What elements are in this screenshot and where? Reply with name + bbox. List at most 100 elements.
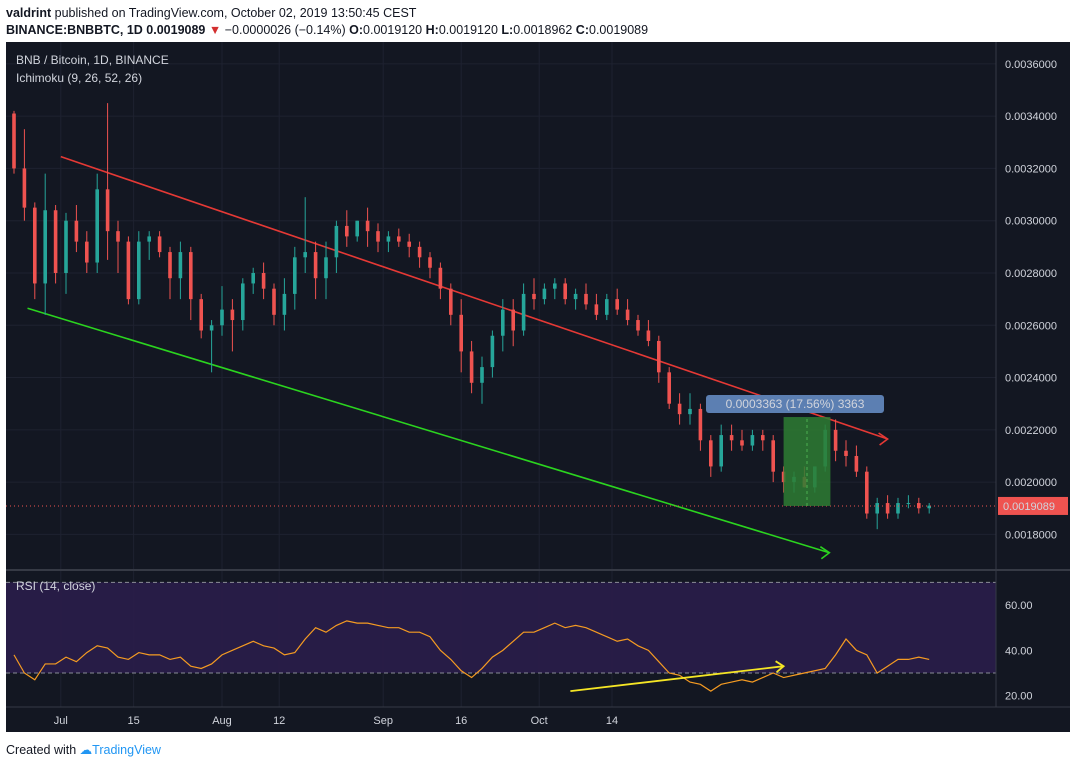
candle bbox=[480, 356, 484, 404]
candle bbox=[677, 393, 682, 425]
rsi-tick-label: 20.00 bbox=[1005, 691, 1033, 703]
candle bbox=[178, 241, 183, 300]
candle bbox=[261, 262, 266, 300]
candle bbox=[282, 278, 287, 331]
candle bbox=[657, 335, 661, 383]
candle bbox=[511, 299, 515, 347]
author-name[interactable]: valdrint bbox=[6, 6, 52, 20]
candle bbox=[313, 241, 318, 300]
candle bbox=[324, 241, 328, 300]
candle bbox=[272, 283, 276, 326]
chart-area[interactable]: 0.0003363 (17.56%) 3363 0.0036000 0.00340… bbox=[6, 42, 1070, 732]
candle bbox=[355, 220, 359, 242]
candle bbox=[771, 435, 775, 483]
open-value: 0.0019120 bbox=[363, 23, 423, 37]
rsi-pane bbox=[13, 620, 930, 693]
support-trendline[interactable] bbox=[27, 307, 830, 554]
candle bbox=[85, 231, 89, 273]
published-text: published on TradingView.com, October 02… bbox=[54, 6, 417, 20]
candle bbox=[365, 207, 370, 247]
price-tick-label: 0.0018000 bbox=[1005, 529, 1057, 541]
measure-label-box bbox=[706, 395, 884, 414]
candle bbox=[740, 429, 744, 451]
candle bbox=[719, 424, 723, 472]
candle bbox=[833, 419, 838, 462]
price-axis[interactable]: 0.0036000 0.0034000 0.0032000 0.0030000 0.00… bbox=[1005, 59, 1057, 542]
publish-line: valdrint published on TradingView.com, O… bbox=[6, 6, 416, 20]
candle bbox=[303, 197, 307, 273]
candle bbox=[376, 223, 380, 253]
candle bbox=[553, 278, 557, 300]
price-tick-label: 0.0024000 bbox=[1005, 373, 1057, 385]
low-label: L: bbox=[501, 23, 514, 37]
candle bbox=[241, 278, 245, 331]
time-tick-label: Sep bbox=[373, 715, 393, 727]
candle bbox=[293, 246, 297, 310]
time-tick-label: Aug bbox=[212, 715, 232, 727]
candle bbox=[189, 246, 193, 321]
candle bbox=[43, 173, 47, 315]
candles bbox=[12, 103, 931, 530]
rsi-divergence-line[interactable] bbox=[570, 665, 784, 693]
candle bbox=[896, 497, 900, 519]
last-price-tag bbox=[998, 496, 1068, 515]
candle bbox=[688, 393, 692, 425]
candle bbox=[64, 212, 68, 294]
rsi-axis[interactable]: 60.00 40.00 20.00 bbox=[1005, 600, 1033, 703]
candle bbox=[615, 288, 619, 315]
candle bbox=[646, 320, 651, 347]
candle bbox=[885, 495, 890, 519]
rsi-tick-label: 40.00 bbox=[1005, 645, 1033, 657]
time-tick-label: Oct bbox=[531, 715, 548, 727]
candle bbox=[74, 205, 79, 253]
candle bbox=[251, 267, 255, 294]
rsi-divergence-arrow-icon bbox=[775, 660, 786, 673]
created-with-text: Created with bbox=[6, 743, 77, 757]
tradingview-logo-icon[interactable]: ☁ bbox=[79, 743, 93, 757]
candle bbox=[761, 429, 765, 451]
time-tick-label: Jul bbox=[54, 715, 68, 727]
candle bbox=[636, 314, 640, 336]
candle bbox=[542, 283, 547, 305]
measure-label: 0.0003363 (17.56%) 3363 bbox=[726, 397, 865, 411]
measure-tool[interactable]: 0.0003363 (17.56%) 3363 bbox=[706, 395, 884, 506]
legend-pair[interactable]: BNB / Bitcoin, 1D, BINANCE bbox=[16, 53, 169, 67]
time-tick-label: 12 bbox=[273, 715, 285, 727]
chart-svg[interactable]: 0.0003363 (17.56%) 3363 0.0036000 0.00340… bbox=[6, 42, 1070, 732]
rsi-band-guides bbox=[6, 581, 996, 674]
candle bbox=[345, 210, 349, 247]
candle bbox=[709, 435, 713, 477]
candle bbox=[729, 424, 734, 451]
candle bbox=[105, 103, 110, 260]
candle bbox=[532, 278, 536, 310]
candle bbox=[438, 262, 443, 300]
price-tick-label: 0.0032000 bbox=[1005, 163, 1057, 175]
open-label: O: bbox=[349, 23, 364, 37]
candle bbox=[137, 231, 141, 305]
close-label: C: bbox=[575, 23, 589, 37]
candle bbox=[605, 293, 609, 321]
tradingview-brand[interactable]: TradingView bbox=[92, 743, 161, 757]
legend-rsi[interactable]: RSI (14, close) bbox=[16, 579, 95, 593]
candle bbox=[490, 330, 495, 378]
candle bbox=[334, 220, 339, 273]
legend-indicator[interactable]: Ichimoku (9, 26, 52, 26) bbox=[16, 71, 142, 85]
candle bbox=[12, 110, 16, 174]
candle bbox=[469, 340, 474, 394]
last-price-value: 0.0019089 bbox=[146, 23, 206, 37]
price-tick-label: 0.0028000 bbox=[1005, 268, 1057, 280]
candle bbox=[199, 293, 203, 339]
time-tick-label: 14 bbox=[606, 715, 618, 727]
ohlc-line: BINANCE:BNBBTC, 1D 0.0019089 ▼ −0.000002… bbox=[6, 23, 648, 37]
trendlines bbox=[27, 155, 889, 560]
time-axis[interactable]: Jul 15 Aug 12 Sep 16 Oct 14 bbox=[54, 715, 618, 727]
candle bbox=[147, 231, 151, 260]
rsi-tick-label: 60.00 bbox=[1005, 600, 1033, 612]
candle bbox=[397, 228, 401, 247]
resistance-trendline[interactable] bbox=[60, 155, 888, 440]
rsi-line bbox=[13, 620, 930, 692]
candle bbox=[209, 320, 214, 373]
candle bbox=[22, 129, 27, 221]
candle bbox=[563, 278, 567, 305]
candle bbox=[168, 246, 172, 300]
